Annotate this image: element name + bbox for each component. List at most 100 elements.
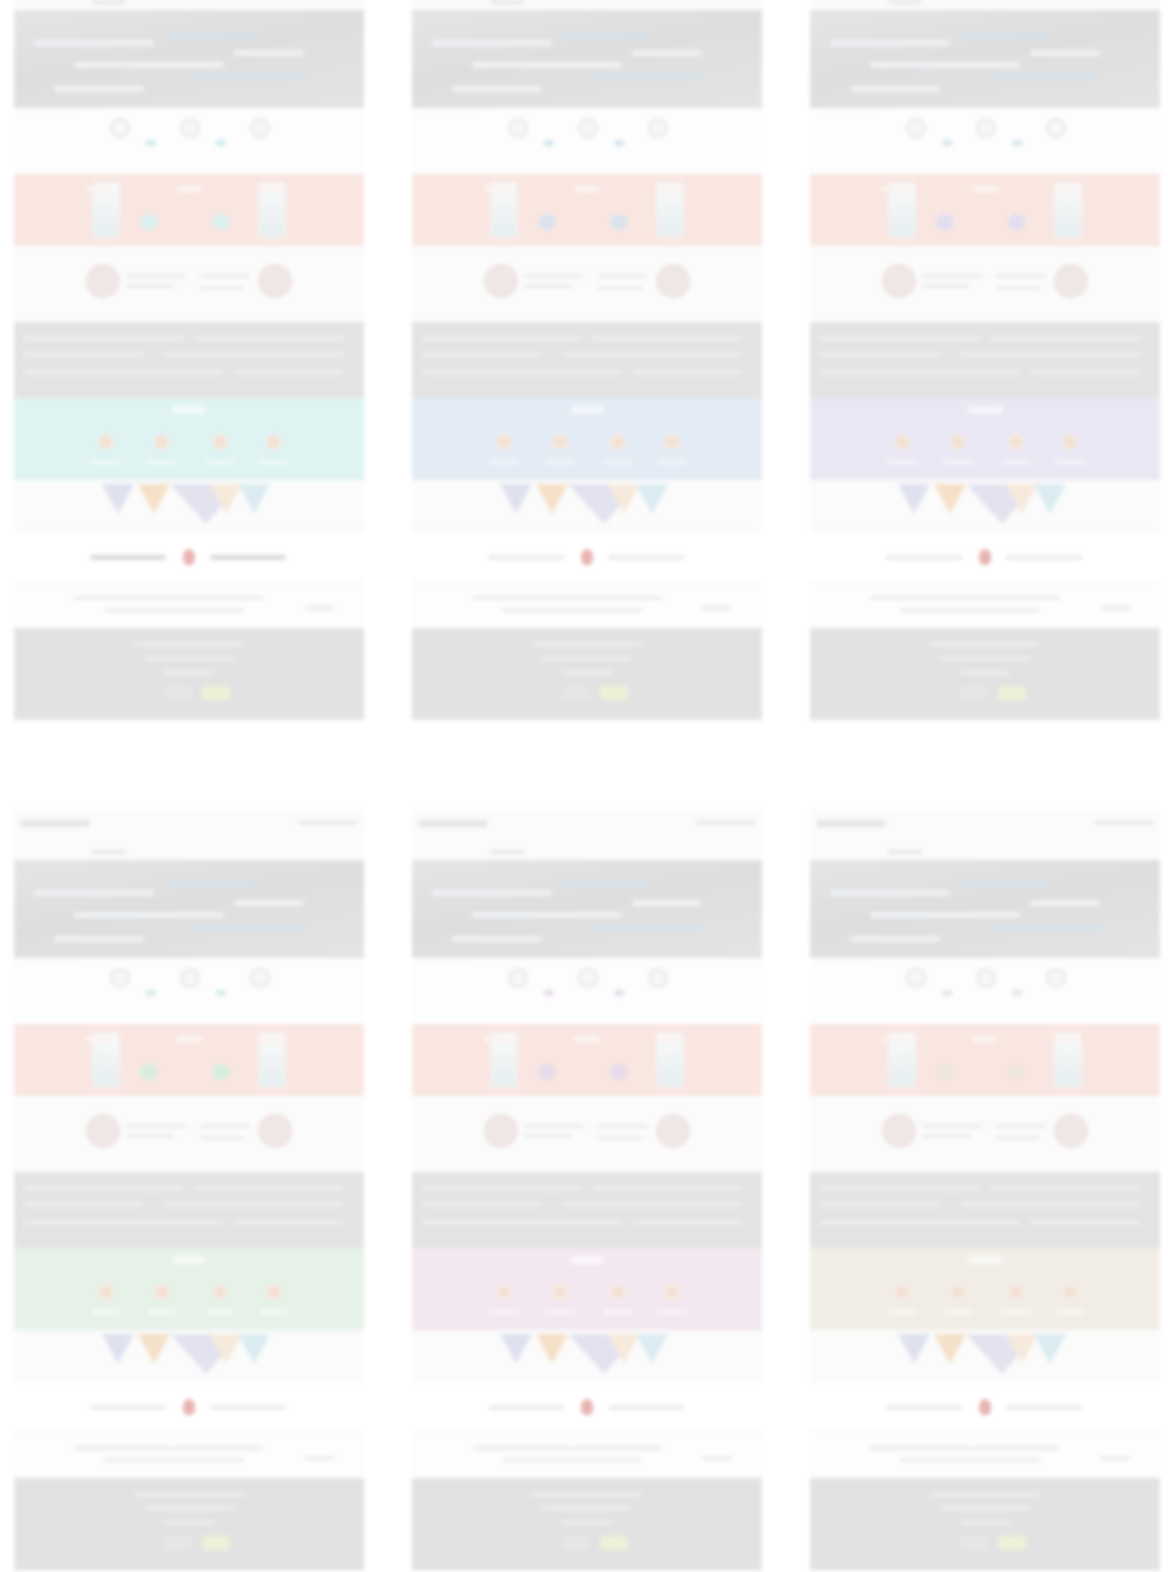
feature-dot xyxy=(1062,1284,1078,1300)
text-line xyxy=(164,1520,214,1525)
avatar xyxy=(484,1114,518,1148)
footnote-row xyxy=(810,582,1160,628)
triangle-shape xyxy=(238,484,270,514)
feature-icons xyxy=(412,958,762,1024)
landing-page-mockup xyxy=(810,810,1160,1572)
promo-label xyxy=(258,186,284,192)
feature-icons xyxy=(412,108,762,174)
section-title-placeholder xyxy=(570,406,604,414)
footer-button xyxy=(600,686,628,700)
testimonial-row xyxy=(412,246,762,322)
triangle-shape xyxy=(138,1334,170,1364)
avatar xyxy=(882,1114,916,1148)
hero-streak xyxy=(562,882,652,888)
triangle-shape xyxy=(536,484,568,514)
text-line xyxy=(598,1136,642,1140)
promo-banner xyxy=(14,174,364,246)
text-line xyxy=(144,656,234,661)
cta-text-left xyxy=(488,1405,564,1410)
mockup-footer xyxy=(810,628,1160,720)
feature-icon xyxy=(180,118,200,138)
hero-streak xyxy=(850,86,940,92)
text-line xyxy=(870,596,970,600)
cta-text-right xyxy=(608,555,684,560)
feature-dot xyxy=(496,434,512,450)
section-title-placeholder xyxy=(570,1256,604,1264)
mockup-header xyxy=(14,810,364,860)
icon-accent xyxy=(216,990,226,996)
triangle-shape xyxy=(636,1334,668,1364)
feature-icon xyxy=(110,968,130,988)
text-line xyxy=(234,1220,344,1225)
text-line xyxy=(524,284,572,288)
text-line xyxy=(24,1202,144,1207)
hero-banner xyxy=(412,860,762,958)
footnote-row xyxy=(412,1432,762,1478)
avatar xyxy=(882,264,916,298)
mockup-header xyxy=(810,0,1160,10)
text-line xyxy=(532,642,642,647)
promo-chip xyxy=(212,214,230,230)
hero-streak xyxy=(960,32,1050,38)
feature-dot xyxy=(496,1284,512,1300)
text-line xyxy=(24,1186,184,1191)
promo-chip xyxy=(1008,1064,1026,1080)
nav-placeholder xyxy=(888,850,922,854)
text-line xyxy=(542,656,632,661)
footer-button xyxy=(562,686,590,700)
text-line xyxy=(930,642,1040,647)
promo-label xyxy=(484,1036,510,1042)
cta-row xyxy=(14,530,364,582)
text-line xyxy=(820,370,1020,375)
avatar xyxy=(258,264,292,298)
text-line xyxy=(960,670,1010,675)
text-line xyxy=(200,274,250,278)
hero-streak xyxy=(34,890,154,896)
caption-placeholder xyxy=(147,1310,177,1314)
flame-icon xyxy=(183,549,195,565)
mockup-header xyxy=(412,0,762,10)
caption-placeholder xyxy=(657,460,687,464)
feature-icon xyxy=(906,118,926,138)
text-line xyxy=(422,1186,582,1191)
hero-banner xyxy=(412,10,762,108)
text-line xyxy=(144,1506,234,1511)
promo-banner xyxy=(14,1024,364,1096)
promo-banner xyxy=(810,1024,1160,1096)
feature-icons xyxy=(810,958,1160,1024)
caption-placeholder xyxy=(943,460,973,464)
icon-accent xyxy=(544,140,554,146)
text-line xyxy=(970,1446,1060,1450)
promo-chip xyxy=(936,1064,954,1080)
feature-dot xyxy=(266,434,282,450)
text-line xyxy=(524,274,584,278)
text-line xyxy=(194,336,344,341)
cta-row xyxy=(810,1380,1160,1432)
caption-placeholder xyxy=(657,1310,687,1314)
triangle-graphics xyxy=(412,480,762,530)
promo-chip xyxy=(610,1064,628,1080)
promo-chip xyxy=(610,214,628,230)
hero-streak xyxy=(432,890,552,896)
hero-streak xyxy=(74,62,224,68)
text-line xyxy=(126,1124,186,1128)
cta-text-left xyxy=(886,555,962,560)
testimonial-row xyxy=(810,1096,1160,1172)
icon-accent xyxy=(614,140,624,146)
hero-streak xyxy=(432,40,552,46)
feature-dot xyxy=(664,434,680,450)
feature-section xyxy=(412,398,762,480)
feature-dot xyxy=(610,1284,626,1300)
text-line xyxy=(1030,370,1140,375)
feature-section xyxy=(810,1248,1160,1330)
testimonial-row xyxy=(810,246,1160,322)
hero-streak xyxy=(1030,900,1100,906)
cta-text-right xyxy=(210,555,286,560)
feature-dot xyxy=(98,1284,114,1300)
text-line xyxy=(126,1134,174,1138)
feature-icon xyxy=(110,118,130,138)
text-line xyxy=(164,670,214,675)
icon-accent xyxy=(544,990,554,996)
logo-placeholder xyxy=(816,820,886,827)
footer-button xyxy=(600,1536,628,1550)
